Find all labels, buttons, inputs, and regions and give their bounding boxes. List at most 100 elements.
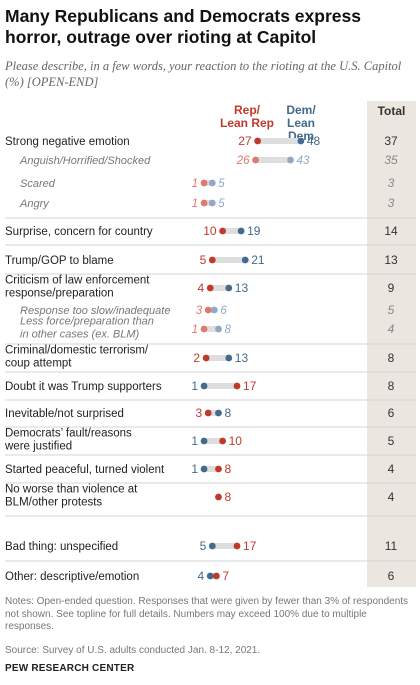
rep-value-label: 17 bbox=[243, 379, 257, 393]
legend-dem: Dem/ Lean Dem bbox=[286, 103, 316, 143]
row-label: in other cases (ex. BLM) bbox=[20, 329, 140, 341]
rep-dot bbox=[200, 199, 208, 207]
rep-dot bbox=[208, 256, 216, 264]
total-value-label: 35 bbox=[384, 153, 398, 167]
dem-dot bbox=[200, 437, 208, 445]
dem-dot bbox=[200, 465, 208, 473]
dem-dot bbox=[225, 354, 233, 362]
row-label: response/preparation bbox=[5, 288, 114, 300]
rep-dot bbox=[252, 156, 259, 164]
row-label: were justified bbox=[4, 441, 72, 453]
dem-value-label: 1 bbox=[191, 462, 198, 476]
total-value-label: 14 bbox=[384, 224, 398, 238]
dem-dot bbox=[297, 137, 305, 145]
rep-dot bbox=[233, 542, 241, 550]
total-value-label: 13 bbox=[384, 253, 398, 267]
rep-dot bbox=[219, 227, 227, 235]
row-label: Doubt it was Trump supporters bbox=[5, 381, 162, 393]
rep-value-label: 8 bbox=[224, 462, 231, 476]
rep-value-label: 1 bbox=[192, 198, 198, 210]
total-value-label: 8 bbox=[388, 351, 395, 365]
dem-dot bbox=[241, 256, 249, 264]
rep-value-label: 27 bbox=[238, 134, 252, 148]
dem-dot bbox=[206, 572, 214, 580]
rep-value-label: 3 bbox=[196, 305, 203, 317]
dem-dot bbox=[200, 382, 208, 390]
rep-dot bbox=[215, 493, 222, 501]
total-value-label: 3 bbox=[388, 176, 395, 190]
dem-value-label: 4 bbox=[198, 569, 205, 583]
dem-value-label: 5 bbox=[218, 198, 225, 210]
row-label: Inevitable/not surprised bbox=[5, 408, 124, 420]
dem-dot bbox=[208, 179, 216, 187]
rep-dot bbox=[233, 382, 241, 390]
row-label: Trump/GOP to blame bbox=[5, 255, 114, 267]
rep-value-label: 7 bbox=[222, 569, 229, 583]
total-value-label: 9 bbox=[388, 281, 395, 295]
row-label: Other: descriptive/emotion bbox=[5, 571, 139, 583]
rep-value-label: 4 bbox=[198, 281, 205, 295]
dem-dot bbox=[208, 542, 216, 550]
rep-value-label: 10 bbox=[229, 434, 243, 448]
rep-dot bbox=[215, 465, 222, 473]
row-label: Surprise, concern for country bbox=[5, 226, 153, 238]
rep-dot bbox=[202, 354, 210, 362]
rep-dot bbox=[204, 409, 212, 417]
row-label: Criticism of law enforcement bbox=[5, 275, 150, 287]
rep-dot bbox=[254, 137, 262, 145]
total-value-label: 6 bbox=[388, 569, 395, 583]
dem-value-label: 13 bbox=[235, 281, 249, 295]
dem-value-label: 43 bbox=[297, 155, 310, 167]
rep-dot bbox=[204, 306, 212, 314]
chart-title: Many Republicans and Democrats express h… bbox=[5, 6, 361, 47]
rep-value-label: 1 bbox=[192, 324, 198, 336]
rep-value-label: 8 bbox=[224, 490, 231, 504]
total-value-label: 4 bbox=[388, 490, 395, 504]
rep-dot bbox=[213, 572, 220, 580]
dot-chart: Strong negative emotion 27 48 37Anguish/Hor… bbox=[4, 134, 416, 583]
legend-total: Total bbox=[377, 104, 406, 118]
row-label: Started peaceful, turned violent bbox=[5, 464, 165, 476]
total-value-label: 5 bbox=[388, 434, 395, 448]
total-value-label: 37 bbox=[384, 134, 398, 148]
dem-value-label: 5 bbox=[200, 539, 207, 553]
rep-value-label: 5 bbox=[200, 253, 207, 267]
row-label: BLM/other protests bbox=[5, 497, 102, 509]
dem-dot bbox=[237, 227, 245, 235]
dem-dot bbox=[208, 199, 216, 207]
dem-dot bbox=[215, 325, 222, 333]
rep-value-label: 2 bbox=[193, 351, 200, 365]
rep-dot bbox=[200, 325, 208, 333]
dem-value-label: 8 bbox=[224, 324, 231, 336]
dem-value-label: 5 bbox=[218, 178, 225, 190]
total-value-label: 3 bbox=[388, 196, 395, 210]
row-label: No worse than violence at bbox=[5, 484, 138, 496]
dem-value-label: 48 bbox=[307, 134, 321, 148]
dem-value-label: 6 bbox=[220, 305, 227, 317]
total-value-label: 5 bbox=[388, 303, 395, 317]
rep-value-label: 10 bbox=[203, 224, 217, 238]
row-label: Response too slow/inadequate bbox=[20, 305, 170, 317]
total-value-label: 11 bbox=[385, 539, 398, 553]
row-label: Bad thing: unspecified bbox=[5, 541, 118, 553]
dem-dot bbox=[225, 284, 233, 292]
row-label: Scared bbox=[20, 178, 56, 190]
dem-value-label: 21 bbox=[251, 253, 265, 267]
row-label: coup attempt bbox=[5, 358, 72, 370]
dem-value-label: 13 bbox=[235, 351, 249, 365]
rep-dot bbox=[219, 437, 227, 445]
dem-value-label: 8 bbox=[224, 406, 231, 420]
rep-value-label: 17 bbox=[243, 539, 257, 553]
rep-value-label: 26 bbox=[236, 155, 250, 167]
total-value-label: 6 bbox=[388, 406, 395, 420]
row-label: Criminal/domestic terrorism/ bbox=[5, 345, 149, 357]
dem-dot bbox=[210, 306, 218, 314]
chart-subtitle: Please describe, in a few words, your re… bbox=[5, 59, 402, 89]
row-label: Strong negative emotion bbox=[5, 136, 130, 148]
rep-dot bbox=[200, 179, 208, 187]
row-label: Angry bbox=[19, 198, 50, 210]
dem-value-label: 1 bbox=[191, 434, 198, 448]
total-value-label: 4 bbox=[388, 462, 395, 476]
row-label: Democrats’ fault/reasons bbox=[5, 428, 132, 440]
total-value-label: 8 bbox=[388, 379, 395, 393]
